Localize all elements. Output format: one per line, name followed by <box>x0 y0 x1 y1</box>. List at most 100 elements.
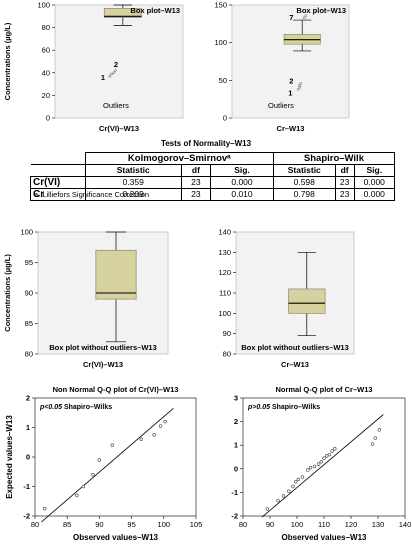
reference-line <box>41 408 174 523</box>
y-tick-label: 20 <box>42 91 50 100</box>
x-tick-label: 110 <box>318 520 330 529</box>
qq-point <box>110 443 114 447</box>
y-tick-label: 3 <box>234 394 238 403</box>
table-cell: 23 <box>334 188 355 201</box>
table-row-label: Cr(VI) <box>30 176 86 189</box>
table-cell: 0.798 <box>272 188 336 201</box>
y-tick-label: 100 <box>214 38 227 47</box>
qq-point <box>163 419 167 424</box>
x-tick-label: 140 <box>399 520 412 529</box>
plot-panel <box>231 4 350 119</box>
y-axis-label: Concentrations (µg/L) <box>3 22 12 100</box>
x-axis-label: Observed values–W13 <box>282 533 367 542</box>
table-column-header: Statistic <box>84 164 182 177</box>
table-column-header: df <box>180 164 212 177</box>
table-column-header: Sig. <box>210 164 274 177</box>
y-tick-label: 50 <box>219 76 227 85</box>
qq-point <box>91 473 95 477</box>
y-tick-label: 90 <box>223 329 231 338</box>
y-tick-label: -1 <box>23 482 30 491</box>
p-value-label: p>0.05 <box>247 404 272 411</box>
y-tick-label: 85 <box>25 319 33 328</box>
outlier-label: 1 <box>101 73 105 82</box>
normality-table: Kolmogorov–Smirnovᵃ Shapiro–Wilk Statist… <box>30 152 396 201</box>
x-tick-label: 80 <box>31 520 39 529</box>
outlier-point <box>296 88 300 91</box>
table-corner-cell <box>30 152 86 165</box>
outlier-point <box>302 16 306 20</box>
qq-point <box>75 493 79 498</box>
table-cell: 23 <box>334 176 355 189</box>
box-iqr <box>288 288 326 314</box>
table-row-label: Cr <box>30 188 86 201</box>
y-tick-label: 95 <box>25 258 33 267</box>
table-cell: 0.359 <box>84 176 182 189</box>
qq-point <box>316 462 321 466</box>
qq-point <box>373 436 377 440</box>
x-tick-label: 120 <box>345 520 358 529</box>
y-tick-label: 130 <box>218 248 231 257</box>
qq-point <box>139 437 143 441</box>
qq-point <box>97 458 102 462</box>
qq-panel <box>34 397 197 517</box>
y-tick-label: 80 <box>223 350 231 359</box>
table-group-header-row: Kolmogorov–Smirnovᵃ Shapiro–Wilk <box>30 152 396 165</box>
box-iqr <box>103 8 142 18</box>
qq-point <box>265 507 269 511</box>
plot-panel <box>54 4 184 119</box>
qq-point <box>322 456 326 460</box>
x-tick-label: 90 <box>95 520 103 529</box>
table-row: Cr(VI) 0.359 23 0.000 0.598 23 0.000 <box>30 176 396 189</box>
y-tick-label: 0 <box>223 114 227 123</box>
table-cell: 23 <box>180 188 212 201</box>
qq-point <box>300 475 305 479</box>
y-tick-label: 80 <box>25 350 33 359</box>
qq-point <box>291 484 295 489</box>
x-tick-label: 100 <box>158 520 171 529</box>
p-value-label: p<0.05 <box>39 404 64 411</box>
qq-point <box>293 480 298 484</box>
y-tick-label: 0 <box>46 114 50 123</box>
y-tick-label: 120 <box>218 268 231 277</box>
y-axis-label: Concentrations (µg/L) <box>3 254 12 332</box>
box-plot-caption: Box plot without outliers–W13 <box>49 343 157 352</box>
outlier-point <box>298 85 302 89</box>
y-tick-label: -2 <box>23 512 30 521</box>
outlier-point <box>110 72 113 76</box>
x-axis-label: Cr–W13 <box>277 124 305 133</box>
x-tick-label: 100 <box>291 520 304 529</box>
qq-point <box>276 498 280 503</box>
y-tick-label: 2 <box>26 394 30 403</box>
table-group-header: Kolmogorov–Smirnovᵃ <box>84 152 274 165</box>
x-axis-label: Observed values–W13 <box>73 533 158 542</box>
table-column-header: df <box>334 164 355 177</box>
qq-point <box>308 465 313 470</box>
outlier-label: 7 <box>289 13 293 22</box>
x-tick-label: 85 <box>63 520 71 529</box>
normality-table-title: Tests of Normality–W13 <box>160 139 252 148</box>
qq-point <box>330 449 334 453</box>
outlier-point <box>304 14 308 17</box>
y-tick-label: 110 <box>219 289 231 298</box>
outlier-point <box>114 69 117 72</box>
x-tick-label: 105 <box>190 520 203 529</box>
outlier-point <box>297 84 301 87</box>
box-plot-caption: Box plot without outliers–W13 <box>241 343 349 352</box>
y-tick-label: 140 <box>218 228 231 237</box>
qq-point <box>152 433 156 437</box>
y-axis-label: Expected values–W13 <box>5 415 14 499</box>
y-tick-label: 40 <box>42 68 50 77</box>
table-footnote: a. Lilliefors Significance Correction <box>34 190 150 199</box>
y-tick-label: 100 <box>37 1 50 10</box>
y-tick-label: 2 <box>234 417 238 426</box>
outlier-label: 2 <box>289 77 293 86</box>
reference-line <box>261 414 384 518</box>
y-tick-label: 1 <box>26 423 30 432</box>
outliers-annotation: Outliers <box>268 101 294 110</box>
table-cell: 23 <box>180 176 212 189</box>
table-row: Cr 0.209 23 0.010 0.798 23 0.000 <box>30 188 396 201</box>
qq-point <box>319 460 323 464</box>
table-cell: 0.000 <box>353 176 396 189</box>
box-iqr <box>95 249 137 300</box>
